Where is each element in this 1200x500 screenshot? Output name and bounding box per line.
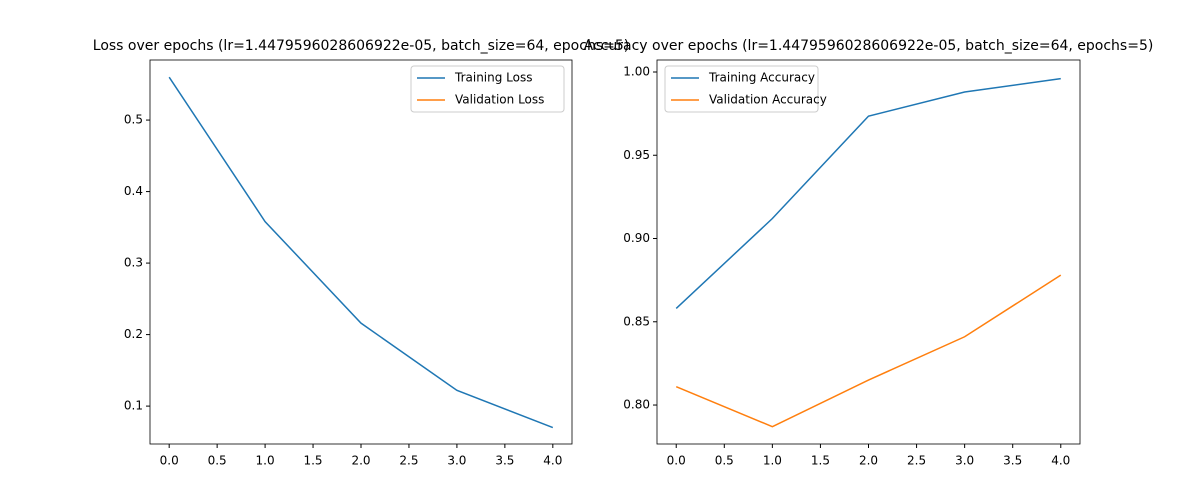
x-tick-label: 2.0 [351,454,370,468]
x-tick-label: 0.5 [208,454,227,468]
x-tick-label: 3.0 [447,454,466,468]
axes-frame [149,59,573,445]
y-tick-label: 0.90 [623,231,650,245]
legend-box [410,65,565,113]
y-tick-label: 0.3 [124,256,143,270]
x-tick-label: 1.0 [256,454,275,468]
legend-label: Training Loss [454,71,532,85]
chart-title: Loss over epochs (lr=1.4479596028606922e… [93,38,629,54]
x-tick-label: 0.5 [715,454,734,468]
x-tick-label: 1.5 [811,454,830,468]
x-tick-label: 3.5 [1003,454,1022,468]
legend-box [664,65,819,113]
x-tick-label: 1.0 [763,454,782,468]
y-tick-label: 1.00 [623,64,650,78]
legend-label: Training Accuracy [708,71,815,85]
legend-label: Validation Loss [455,93,544,107]
x-tick-label: 4.0 [1051,454,1070,468]
y-tick-label: 0.95 [623,148,650,162]
line-series [675,274,1062,428]
legend-label: Validation Accuracy [709,93,827,107]
y-tick-label: 0.2 [124,327,143,341]
y-tick-label: 0.1 [124,399,143,413]
x-tick-label: 1.5 [303,454,322,468]
x-tick-label: 2.5 [907,454,926,468]
x-tick-label: 3.0 [955,454,974,468]
x-tick-label: 2.0 [859,454,878,468]
line-series [168,76,554,429]
line-series [675,77,1061,309]
axes-frame [656,59,1081,445]
y-tick-label: 0.85 [623,314,650,328]
x-tick-label: 0.0 [160,454,179,468]
x-tick-label: 4.0 [543,454,562,468]
chart-title: Accuracy over epochs (lr=1.4479596028606… [584,38,1154,54]
x-tick-label: 2.5 [399,454,418,468]
x-tick-label: 0.0 [667,454,686,468]
y-tick-label: 0.80 [623,398,650,412]
y-tick-label: 0.4 [124,184,143,198]
x-tick-label: 3.5 [495,454,514,468]
y-tick-label: 0.5 [124,113,143,127]
